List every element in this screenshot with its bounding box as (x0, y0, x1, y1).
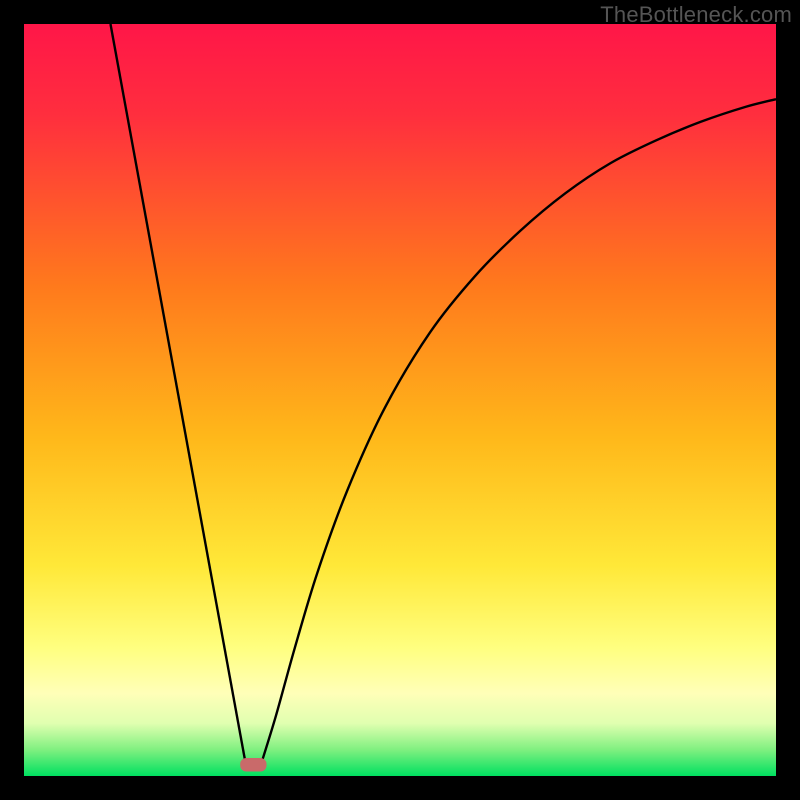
watermark-text: TheBottleneck.com (600, 2, 792, 28)
curve-min-marker (240, 758, 266, 772)
chart-container: TheBottleneck.com (0, 0, 800, 800)
gradient-curve-chart (0, 0, 800, 800)
